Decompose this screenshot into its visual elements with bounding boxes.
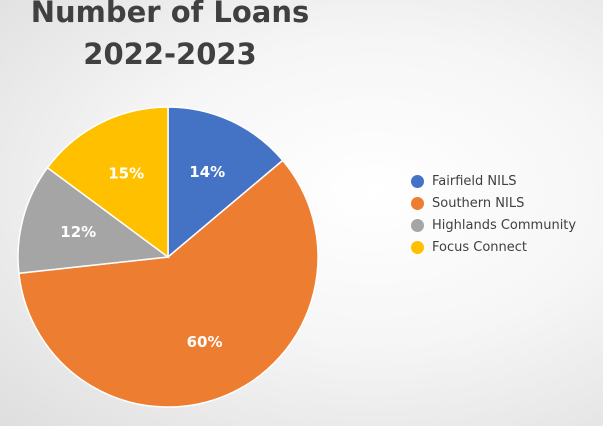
- slice-label-fairfield-nils: 14%: [189, 163, 225, 181]
- legend-swatch-fairfield-nils: [411, 174, 424, 188]
- pie-slice-southern-nils: [18, 159, 319, 408]
- legend-label-fairfield-nils: Fairfield NILS: [432, 173, 517, 189]
- legend: Fairfield NILS Southern NILS Highlands C…: [411, 170, 601, 258]
- legend-item-fairfield-nils: Fairfield NILS: [411, 170, 601, 192]
- legend-swatch-southern-nils: [411, 196, 424, 210]
- chart-title-line-1: Number of Loans: [30, 0, 310, 29]
- chart-title: Number of Loans 2022-2023: [20, 0, 320, 75]
- slice-label-southern-nils: 60%: [187, 333, 223, 351]
- legend-label-highlands-community: Highlands Community: [432, 217, 577, 233]
- legend-swatch-focus-connect: [411, 240, 424, 254]
- legend-label-southern-nils: Southern NILS: [432, 195, 525, 211]
- chart-title-line-2: 2022-2023: [83, 37, 257, 71]
- legend-item-highlands-community: Highlands Community: [411, 214, 601, 236]
- legend-swatch-highlands-community: [411, 218, 424, 232]
- pie-slice-highlands-community: [17, 166, 170, 275]
- slice-label-focus-connect: 15%: [108, 164, 144, 182]
- legend-item-southern-nils: Southern NILS: [411, 192, 601, 214]
- pie-slice-fairfield-nils: [167, 106, 284, 259]
- slice-label-highlands-community: 12%: [60, 223, 96, 241]
- legend-item-focus-connect: Focus Connect: [411, 236, 601, 258]
- legend-label-focus-connect: Focus Connect: [432, 239, 528, 255]
- pie-slice-focus-connect: [46, 106, 169, 259]
